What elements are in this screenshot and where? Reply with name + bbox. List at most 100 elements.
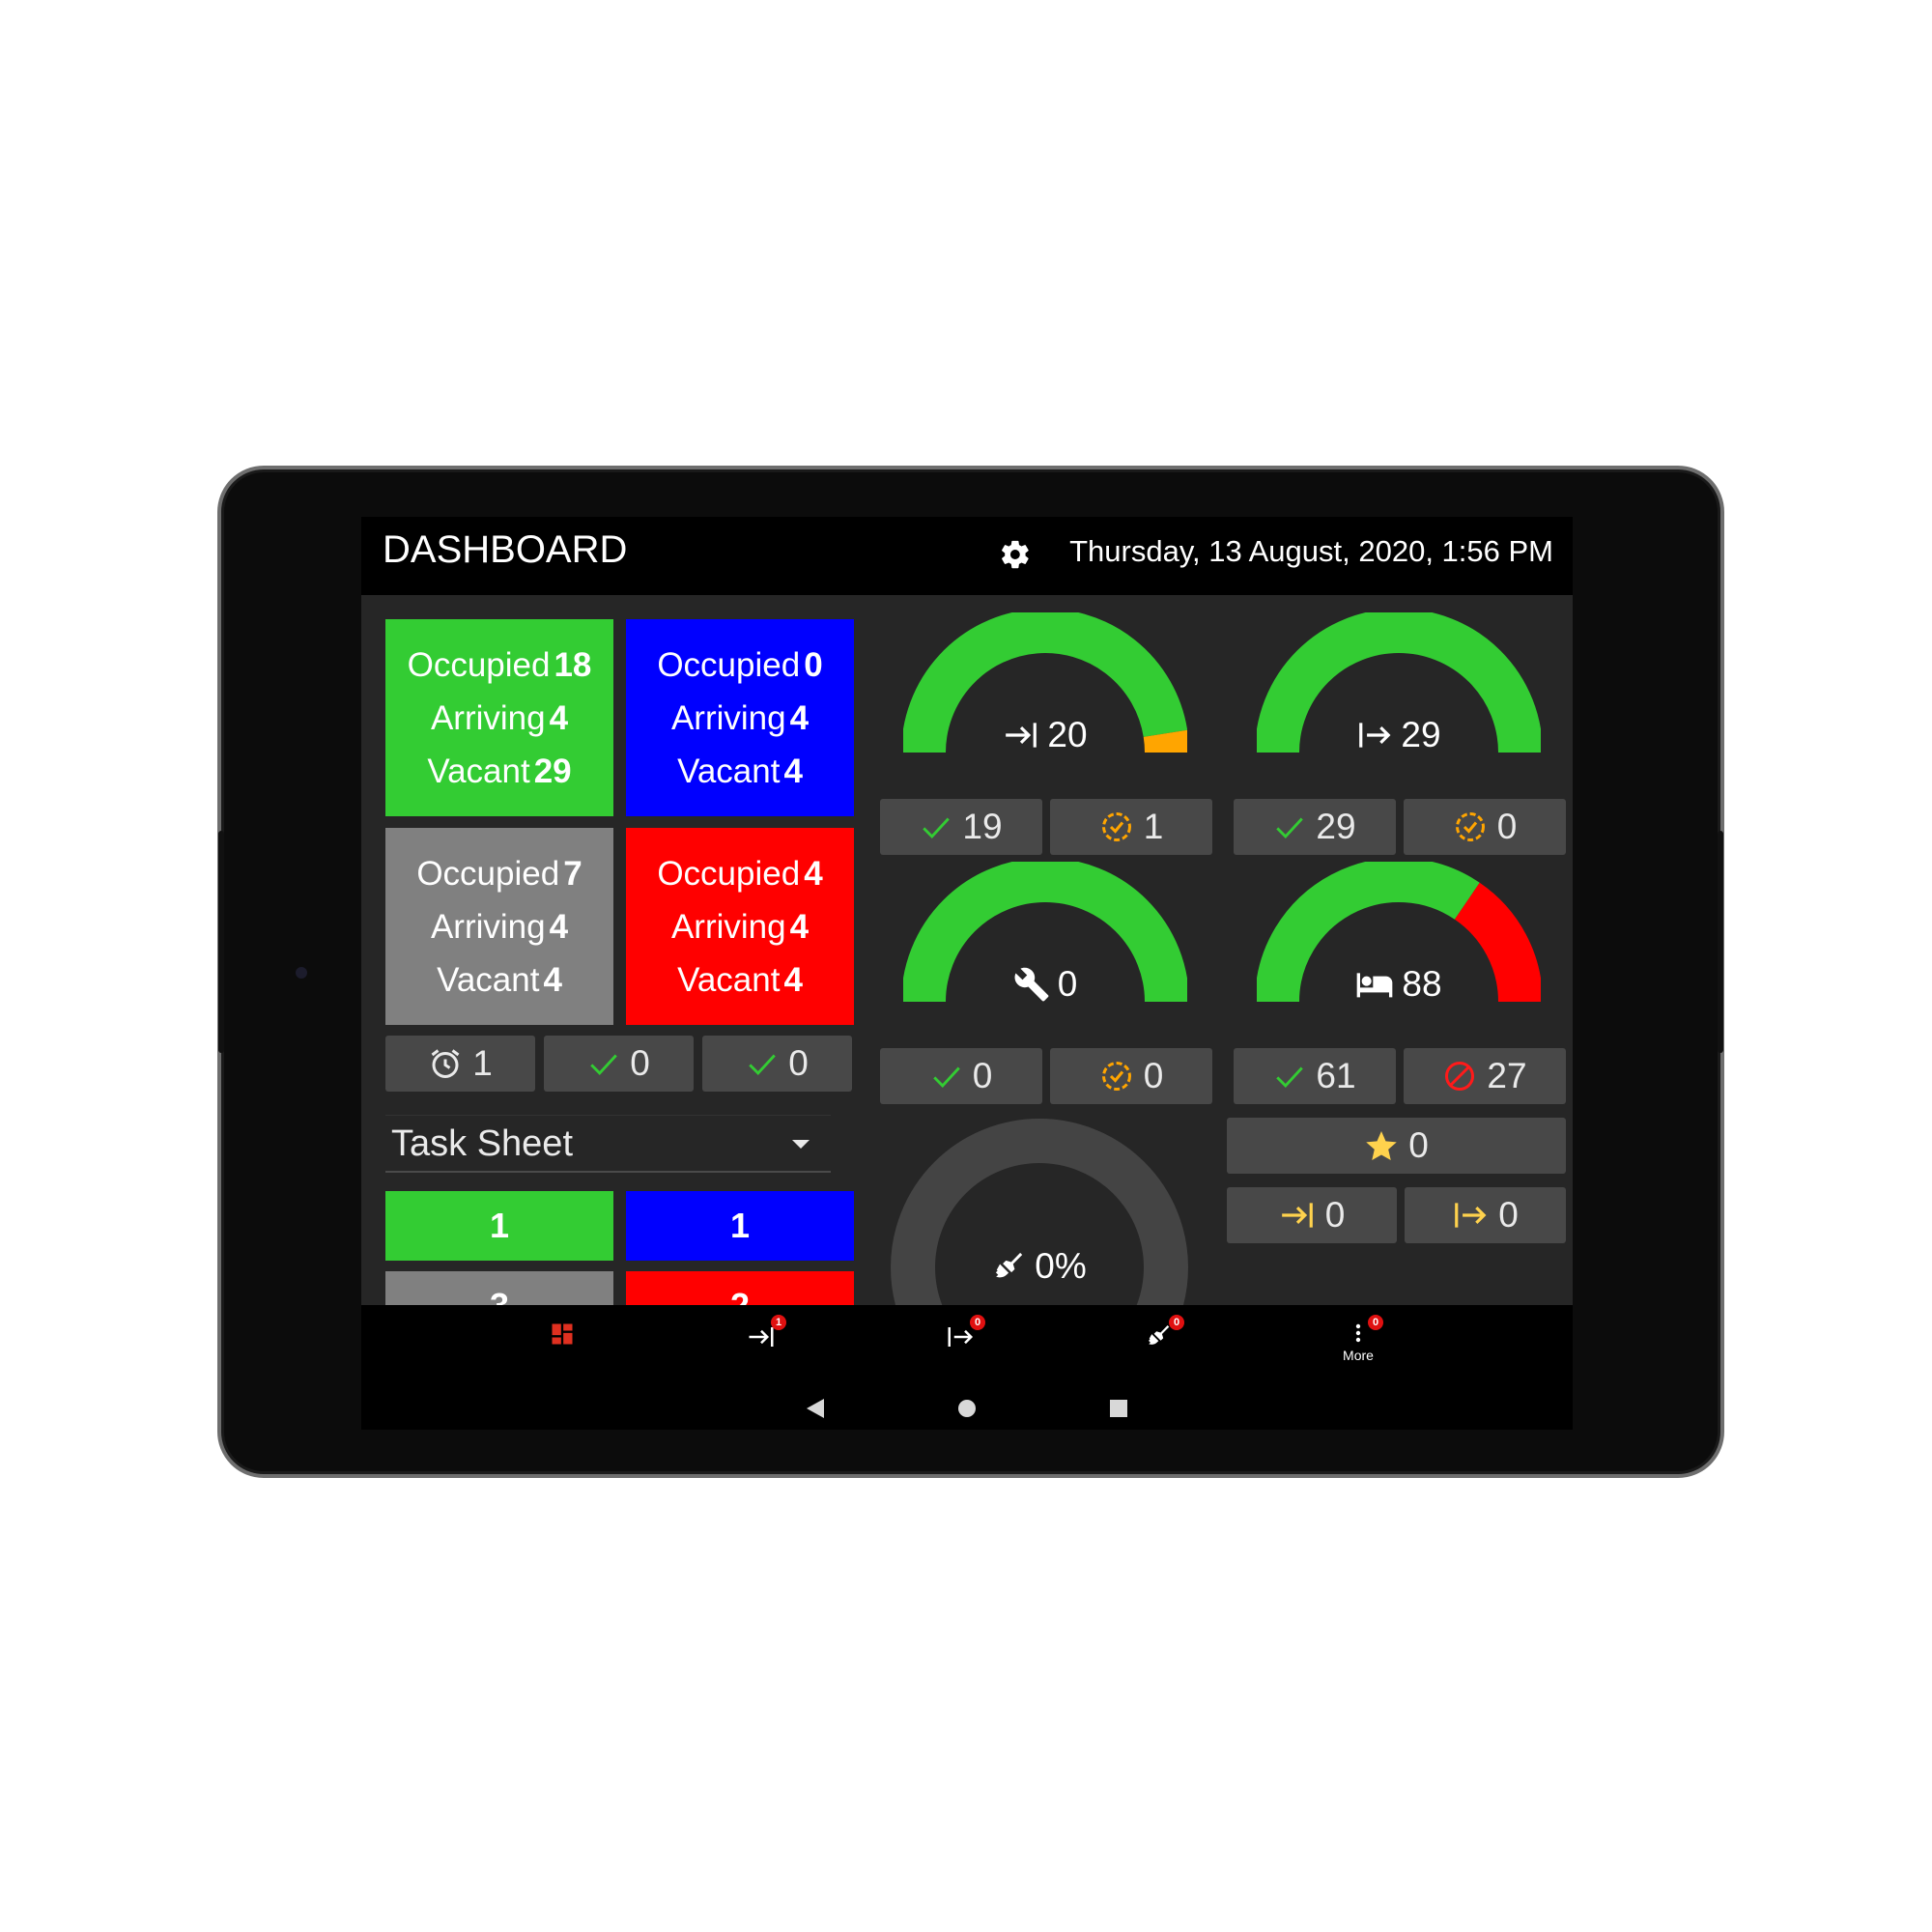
arrivals-total: 20 [1047,715,1088,754]
extra-arrivals-stat[interactable]: 0 [1227,1187,1397,1243]
nav-more-label: More [1343,1348,1374,1363]
departures-gauge[interactable] [1257,612,1541,757]
maintenance-pending: 0 [1143,1056,1164,1095]
bottom-navigation: 1 0 0 More 0 [361,1305,1573,1430]
nav-more[interactable]: More 0 [1329,1315,1387,1373]
dashboard-icon [552,1323,573,1345]
maintenance-done-stat[interactable]: 0 [880,1048,1042,1104]
rooms-gauge[interactable] [1257,862,1541,1007]
screen: DASHBOARD Thursday, 13 August, 2020, 1:5… [361,517,1573,1430]
cleaning-progress-ring[interactable] [890,1118,1189,1305]
side-button [1718,831,1723,1053]
check-stat-b[interactable]: 0 [702,1036,852,1092]
system-home-icon[interactable] [955,1397,979,1420]
extra-departures-count: 0 [1498,1195,1519,1235]
extra-arrivals-count: 0 [1324,1195,1346,1235]
rooms-available-stat[interactable]: 61 [1234,1048,1396,1104]
arrival-icon [749,1327,774,1347]
camera-lens [296,967,307,979]
cleaning-progress-label: 0% [890,1242,1189,1291]
tile-occupied: Occupied 7 [416,854,582,893]
notification-badge: 0 [1368,1315,1383,1330]
room-status-tile-dirty[interactable]: Occupied 4 Arriving 4 Vacant 4 [626,828,854,1025]
arrivals-gauge-label: 20 [903,711,1187,759]
check-stat-a[interactable]: 0 [544,1036,694,1092]
tile-occupied: Occupied 0 [657,645,823,684]
vip-stat[interactable]: 0 [1227,1118,1566,1174]
check-icon [923,817,951,838]
alarm-stat[interactable]: 1 [385,1036,535,1092]
arrival-icon [1006,723,1037,748]
page-title: DASHBOARD [383,528,628,571]
room-status-tile-pickup[interactable]: Occupied 7 Arriving 4 Vacant 4 [385,828,613,1025]
side-button [218,831,224,1053]
rooms-total: 88 [1402,964,1442,1004]
notification-badge: 1 [771,1315,786,1330]
departure-icon [948,1327,974,1347]
arrivals-pending-stat[interactable]: 1 [1050,799,1212,855]
arrival-icon [1281,1203,1313,1228]
task-cell-pickup[interactable]: 3 [385,1271,613,1305]
system-recents-icon[interactable] [1108,1397,1129,1420]
extra-departures-stat[interactable]: 0 [1405,1187,1566,1243]
bed-icon [1357,973,1393,998]
tile-arriving: Arriving 4 [430,907,569,946]
departure-icon [1455,1203,1487,1228]
cleaning-progress-value: 0% [1035,1246,1087,1286]
check-count-a: 0 [630,1043,650,1083]
task-cell-dirty[interactable]: 2 [626,1271,854,1305]
system-back-icon[interactable] [805,1397,826,1420]
rooms-blocked-stat[interactable]: 27 [1404,1048,1566,1104]
notification-badge: 0 [1169,1315,1184,1330]
nav-arrivals[interactable]: 1 [732,1315,790,1373]
departures-gauge-green-arc [1257,612,1541,753]
rooms-available: 61 [1316,1056,1356,1095]
task-cell-inspected[interactable]: 1 [626,1191,854,1261]
maintenance-total: 0 [1057,964,1078,1004]
departures-gauge-label: 29 [1257,711,1541,759]
maintenance-pending-stat[interactable]: 0 [1050,1048,1212,1104]
check-icon [749,1054,776,1075]
check-icon [1276,1066,1304,1088]
departures-done: 29 [1316,807,1356,846]
departure-icon [1359,723,1391,748]
departures-done-stat[interactable]: 29 [1234,799,1396,855]
room-status-tile-clean[interactable]: Occupied 18 Arriving 4 Vacant 29 [385,619,613,816]
star-icon [1366,1131,1397,1160]
pending-check-icon [1455,812,1485,841]
alarm-clock-icon [431,1049,460,1078]
maintenance-gauge[interactable] [903,862,1187,1007]
maintenance-gauge-label: 0 [903,960,1187,1009]
room-status-tile-inspected[interactable]: Occupied 0 Arriving 4 Vacant 4 [626,619,854,816]
arrivals-gauge[interactable] [903,612,1187,757]
tile-arriving: Arriving 4 [670,698,810,737]
notification-badge: 0 [970,1315,985,1330]
blocked-icon [1445,1062,1475,1091]
nav-housekeeping[interactable]: 0 [1130,1315,1188,1373]
tile-vacant: Vacant 29 [427,752,572,790]
nav-dashboard[interactable] [533,1315,591,1373]
gear-icon[interactable] [999,538,1032,571]
departures-pending-stat[interactable]: 0 [1404,799,1566,855]
rooms-gauge-label: 88 [1257,960,1541,1009]
tile-vacant: Vacant 4 [437,960,562,999]
departures-total: 29 [1401,715,1441,754]
arrivals-done-stat[interactable]: 19 [880,799,1042,855]
nav-departures[interactable]: 0 [931,1315,989,1373]
tile-vacant: Vacant 4 [677,960,803,999]
more-vertical-icon [1355,1323,1361,1343]
dashboard-content: Occupied 18 Arriving 4 Vacant 29 Occupied 0 … [361,595,1573,1305]
tile-occupied: Occupied 4 [657,854,823,893]
cleaning-ring-track [891,1119,1188,1305]
arrivals-gauge-green-arc [903,612,1187,753]
wrench-icon [1014,967,1049,1002]
rooms-gauge-green-arc [1257,862,1480,1003]
task-cell-clean[interactable]: 1 [385,1191,613,1261]
tile-vacant: Vacant 4 [677,752,803,790]
rooms-blocked: 27 [1487,1056,1527,1095]
vip-count: 0 [1408,1125,1429,1165]
tile-occupied: Occupied 18 [407,645,592,684]
task-sheet-select[interactable]: Task Sheet [385,1115,831,1173]
pending-check-icon [1101,1062,1131,1091]
arrivals-pending: 1 [1143,807,1164,846]
